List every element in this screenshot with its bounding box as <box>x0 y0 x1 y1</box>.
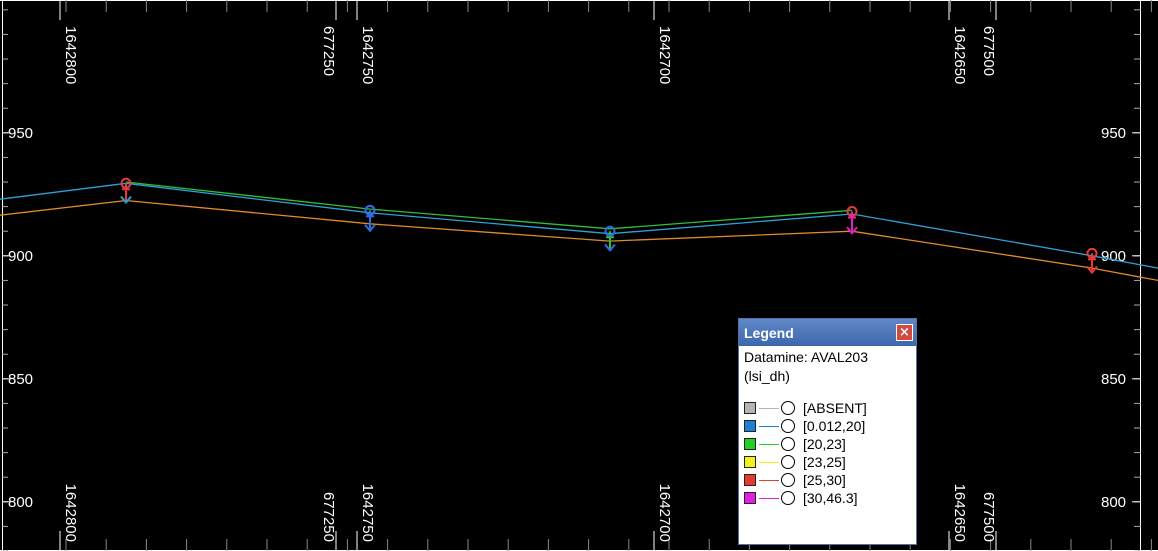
drillhole-marker <box>364 204 376 233</box>
circle-icon <box>781 419 795 433</box>
legend-swatch <box>744 402 756 414</box>
collar-circle-icon <box>1086 247 1098 259</box>
collar-circle-icon <box>120 177 132 189</box>
legend-item: [20,23] <box>744 435 911 453</box>
x-label-top: 1642750 <box>359 26 376 84</box>
legend-swatch <box>744 438 756 450</box>
legend-item: [0.012,20] <box>744 417 911 435</box>
series-line-2 <box>0 199 1158 282</box>
legend-item-label: [20,23] <box>803 436 846 452</box>
collar-circle-icon <box>604 225 616 237</box>
y-tick-label-left: 800 <box>8 494 33 511</box>
circle-icon <box>781 473 795 487</box>
legend-swatch <box>744 474 756 486</box>
collar-circle-icon <box>846 206 858 218</box>
legend-item: [25,30] <box>744 471 911 489</box>
legend-item: [23,25] <box>744 453 911 471</box>
x-label-bottom: 1642800 <box>62 484 79 542</box>
x-label-bottom-secondary: 677500 <box>980 492 997 542</box>
collar-circle-icon <box>364 204 376 216</box>
legend-item-label: [ABSENT] <box>803 400 867 416</box>
y-tick-label-left: 900 <box>8 248 33 265</box>
x-label-top: 1642650 <box>951 26 968 84</box>
arrow-icon <box>846 226 858 235</box>
arrow-icon <box>364 224 376 233</box>
legend-line-sample <box>759 461 779 463</box>
x-label-bottom: 1642650 <box>951 484 968 542</box>
circle-icon <box>781 455 795 469</box>
legend-item-label: [30,46.3] <box>803 490 858 506</box>
y-tick-label-right: 900 <box>1101 248 1126 265</box>
x-label-bottom-secondary: 677250 <box>320 492 337 542</box>
circle-icon <box>781 401 795 415</box>
x-label-bottom: 1642700 <box>656 484 673 542</box>
legend-item: [30,46.3] <box>744 489 911 507</box>
y-tick-label-right: 800 <box>1101 494 1126 511</box>
legend-line-sample <box>759 407 779 409</box>
legend-heading-field: (lsi_dh) <box>744 368 790 384</box>
y-tick-label-right: 850 <box>1101 371 1126 388</box>
drillhole-marker <box>120 177 132 205</box>
legend-swatch <box>744 456 756 468</box>
x-label-top: 1642700 <box>656 26 673 84</box>
legend-line-sample <box>759 497 779 499</box>
y-tick-label-right: 950 <box>1101 125 1126 142</box>
close-icon[interactable]: × <box>896 324 913 341</box>
legend-item-label: [0.012,20] <box>803 418 866 434</box>
series-line-1 <box>125 181 853 230</box>
legend-items: [ABSENT] [0.012,20] [20,23] [23,25] [25,30] [… <box>744 399 911 507</box>
x-label-top: 1642800 <box>62 26 79 84</box>
arrow-icon <box>120 195 132 205</box>
legend-swatch <box>744 492 756 504</box>
legend-title-bar[interactable]: Legend × <box>739 319 916 346</box>
legend-heading-source: Datamine: AVAL203 <box>744 349 869 365</box>
legend-line-sample <box>759 479 779 481</box>
circle-icon <box>781 491 795 505</box>
legend-item-label: [25,30] <box>803 472 846 488</box>
x-label-top-secondary: 677500 <box>980 26 997 76</box>
x-label-bottom: 1642750 <box>359 484 376 542</box>
legend-item-label: [23,25] <box>803 454 846 470</box>
x-label-top-secondary: 677250 <box>320 26 337 76</box>
drillhole-marker <box>604 225 616 253</box>
circle-icon <box>781 437 795 451</box>
legend-swatch <box>744 420 756 432</box>
legend-window[interactable]: Legend × Datamine: AVAL203 (lsi_dh) [ABS… <box>738 318 917 545</box>
y-tick-label-left: 950 <box>8 125 33 142</box>
drillhole-marker <box>1086 247 1098 275</box>
legend-body: Datamine: AVAL203 (lsi_dh) [ABSENT] [0.01… <box>739 346 916 544</box>
drillhole-marker <box>846 206 858 235</box>
legend-line-sample <box>759 425 779 427</box>
legend-heading: Datamine: AVAL203 (lsi_dh) <box>744 348 911 386</box>
legend-title: Legend <box>744 324 794 341</box>
arrow-icon <box>604 243 616 253</box>
legend-item: [ABSENT] <box>744 399 911 417</box>
arrow-icon <box>1086 265 1098 275</box>
legend-line-sample <box>759 443 779 445</box>
y-tick-label-left: 850 <box>8 371 33 388</box>
